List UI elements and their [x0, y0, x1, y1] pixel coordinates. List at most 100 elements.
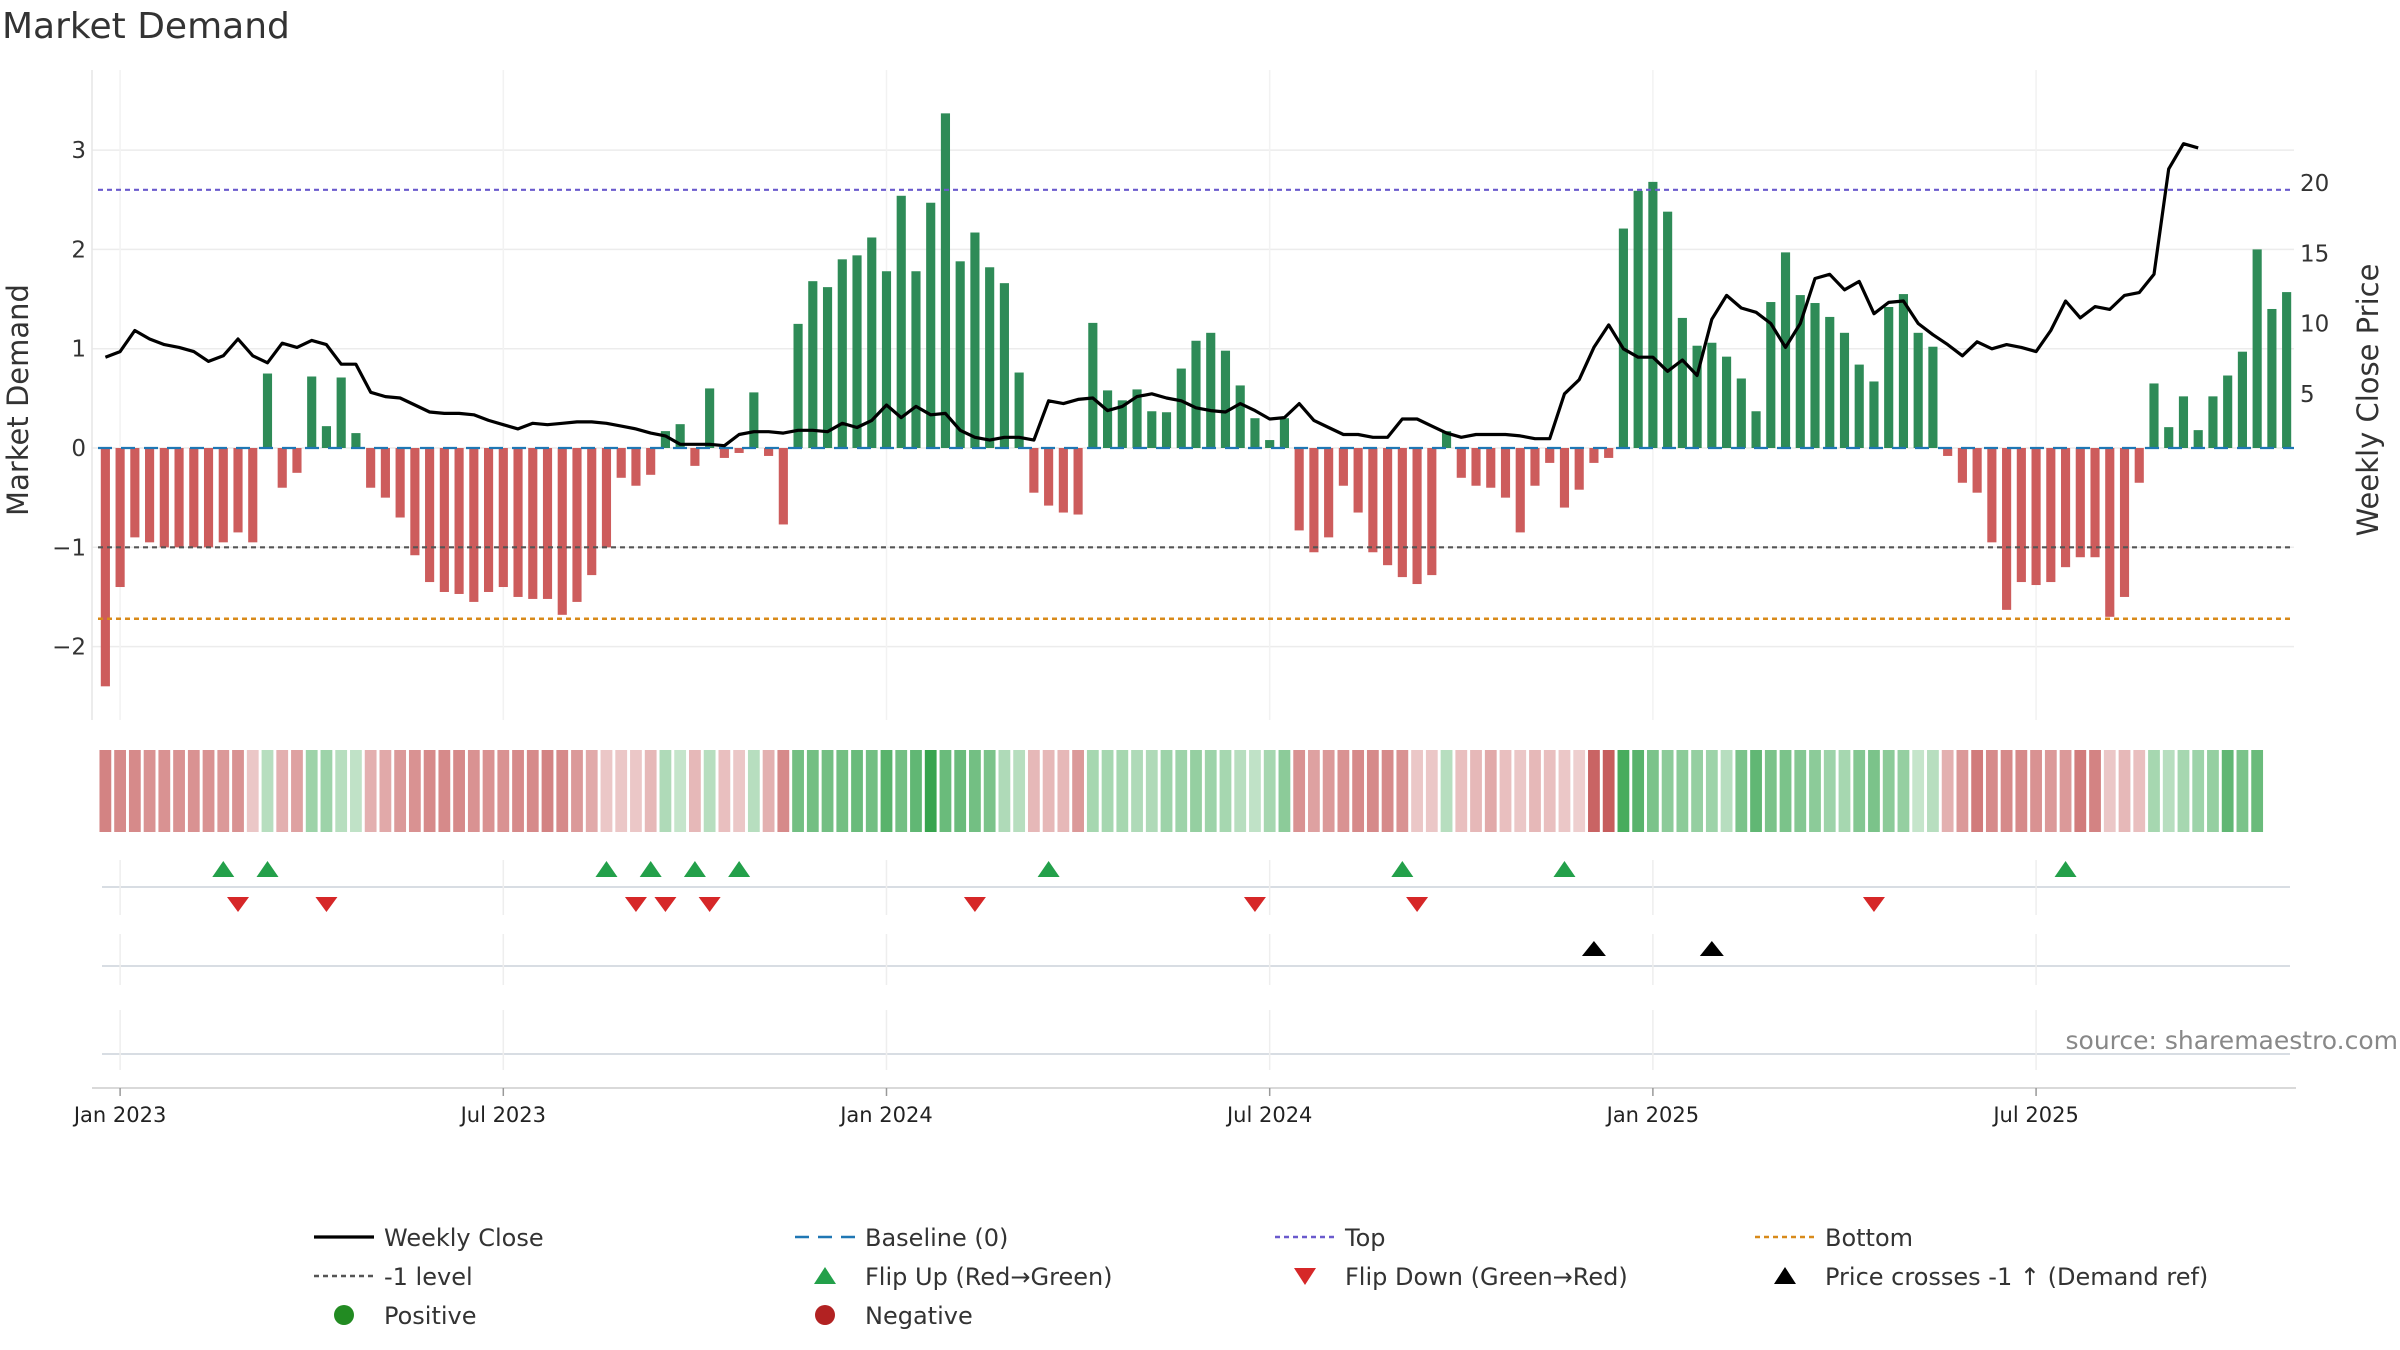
bar-positive [1147, 411, 1157, 448]
heat-cell-negative [2133, 750, 2146, 832]
heat-cell-negative [689, 750, 701, 832]
heat-cell-negative [2000, 750, 2013, 832]
price-cross-marker [1581, 941, 1606, 956]
bar-positive [1766, 302, 1776, 448]
heat-cell-negative [718, 750, 731, 832]
flip-up-marker [1553, 861, 1576, 877]
heat-cell-positive [1175, 750, 1188, 832]
heat-cell-negative [1366, 750, 1379, 832]
heat-cell-positive [1661, 750, 1674, 832]
bar-positive [1103, 390, 1113, 448]
bar-positive [1677, 317, 1687, 448]
heat-cell-negative [394, 750, 407, 832]
heat-cell-negative [1042, 750, 1055, 832]
heat-cell-positive [1190, 750, 1202, 832]
heat-cell-positive [747, 750, 760, 832]
flip-up-marker [1037, 861, 1060, 877]
bar-positive [911, 271, 921, 448]
y-left-tick-label: −1 [52, 535, 86, 561]
legend-label: Bottom [1825, 1224, 1913, 1252]
chart-title: Market Demand [2, 6, 290, 47]
heat-cell-negative [1455, 750, 1468, 832]
heat-cell-negative [541, 750, 554, 832]
heat-cell-negative [217, 750, 230, 832]
heat-cell-positive [924, 750, 937, 832]
heat-cell-positive [1249, 750, 1261, 832]
y-axis-right-label: Weekly Close Price [2351, 264, 2385, 537]
bar-negative [1073, 448, 1083, 515]
heat-cell-positive [659, 750, 672, 832]
heat-cell-negative [467, 750, 480, 832]
heat-cell-negative [379, 750, 392, 832]
bar-negative [734, 448, 744, 453]
weekly-close-polyline [104, 142, 2199, 448]
bar-negative [528, 448, 538, 599]
legend-label: Positive [384, 1302, 477, 1330]
bar-negative [1471, 448, 1481, 486]
bar-negative [631, 448, 641, 486]
heat-cell-positive [1838, 750, 1851, 832]
heat-cell-positive [335, 750, 348, 832]
bar-negative [1456, 448, 1466, 478]
bar-negative [1604, 448, 1614, 458]
heat-cell-negative [497, 750, 510, 832]
heat-cell-positive [1013, 750, 1026, 832]
heat-cell-negative [1352, 750, 1365, 832]
heat-cell-negative [512, 750, 524, 832]
flip-down-marker [227, 897, 250, 912]
heat-cell-positive [261, 750, 274, 832]
bar-negative [1029, 448, 1039, 493]
bar-negative [1486, 448, 1496, 488]
legend-label: Price crosses -1 ↑ (Demand ref) [1825, 1263, 2208, 1291]
heat-cell-positive [2236, 750, 2249, 832]
y-right-tick-label: 15 [2300, 241, 2329, 267]
legend-label: Baseline (0) [865, 1224, 1008, 1252]
heat-cell-negative [482, 750, 495, 832]
bar-positive [1088, 322, 1098, 448]
heat-cell-positive [1720, 750, 1733, 832]
heat-cell-negative [615, 750, 628, 832]
heat-cell-negative [2118, 750, 2131, 832]
bar-positive [1441, 431, 1452, 448]
bar-positive [999, 283, 1009, 448]
bar-negative [1324, 448, 1334, 538]
bar-negative [189, 448, 199, 548]
flip-up-marker [212, 861, 235, 877]
y-left-tick-label: 3 [71, 138, 86, 164]
heat-cell-negative [1381, 750, 1394, 832]
bar-positive [660, 431, 670, 448]
heat-cell-negative [423, 750, 436, 832]
bar-negative [292, 448, 302, 473]
bar-positive [1132, 389, 1142, 448]
bar-negative [1058, 448, 1068, 513]
heat-cell-negative [585, 750, 598, 832]
heat-cell-positive [983, 750, 996, 832]
heat-cell-positive [1204, 750, 1217, 832]
source-label: source: sharemaestro.com [2066, 1026, 2399, 1055]
heat-cell-negative [1293, 750, 1306, 832]
heat-cell-positive [1145, 750, 1158, 832]
heat-cell-negative [1411, 750, 1423, 832]
bar-positive [675, 424, 685, 448]
heat-cell-negative [187, 750, 200, 832]
heat-cell-positive [1131, 750, 1143, 832]
heat-cell-positive [2207, 750, 2219, 832]
heat-cell-negative [246, 750, 259, 832]
legend-swatch-triangle-up [1774, 1267, 1796, 1284]
bar-negative [380, 448, 390, 498]
heat-cell-positive [880, 750, 893, 832]
flip-down-marker [624, 897, 647, 912]
bar-positive [1176, 368, 1186, 448]
heat-cell-negative [202, 750, 215, 832]
bar-negative [2016, 448, 2026, 583]
heat-cell-negative [143, 750, 156, 832]
x-tick-label: Jul 2024 [1225, 1103, 1312, 1127]
demand-bars [100, 113, 2292, 687]
flip-up-marker [2054, 861, 2077, 877]
flip-down-marker [1406, 897, 1429, 912]
heat-cell-positive [1882, 750, 1895, 832]
heat-cell-positive [851, 750, 863, 832]
legend-label: Weekly Close [384, 1224, 544, 1252]
legend-label: Flip Down (Green→Red) [1345, 1263, 1628, 1291]
bar-negative [395, 448, 405, 518]
